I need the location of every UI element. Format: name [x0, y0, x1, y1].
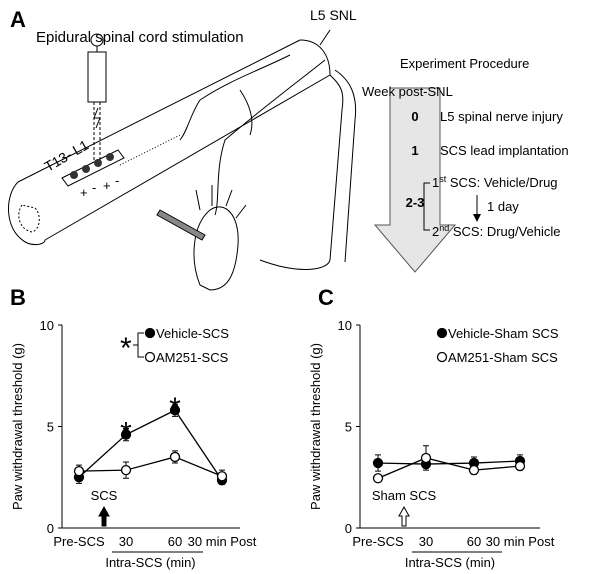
diagram-title: Epidural spinal cord stimulation	[36, 29, 244, 46]
legend-marker	[436, 327, 448, 339]
legend-marker	[144, 351, 156, 363]
stimulus-label: Sham SCS	[372, 488, 437, 503]
legend-entry: AM251-SCS	[156, 350, 229, 365]
data-point	[73, 466, 85, 477]
x-tick-label: 60	[168, 534, 182, 549]
x-tick-label: 30 min Post	[486, 534, 555, 549]
y-tick-label: 0	[345, 521, 352, 536]
series-line	[78, 409, 223, 481]
lesion-label: L5 SNL	[310, 7, 357, 23]
y-axis-label: Paw withdrawal threshold (g)	[10, 343, 25, 510]
timeline-arrow	[373, 87, 457, 273]
electrode-sign: +	[80, 185, 88, 200]
x-tick-label: Pre-SCS	[53, 534, 105, 549]
data-point	[120, 464, 132, 476]
data-point	[169, 405, 181, 416]
step-text: L5 spinal nerve injury	[440, 109, 563, 124]
y-tick-label: 5	[345, 420, 352, 435]
x-tick-label: 30 min Post	[188, 534, 257, 549]
procedure-title: Experiment Procedure	[400, 56, 529, 71]
data-point	[420, 452, 432, 464]
bracket	[423, 182, 430, 231]
x-tick-label: 30	[419, 534, 433, 549]
t: SCS: Drug/Vehicle	[449, 224, 560, 239]
legend-note: *	[120, 332, 132, 365]
legend-entry: Vehicle-SCS	[156, 326, 229, 341]
x-group-label: Intra-SCS (min)	[105, 555, 195, 570]
stimulus-arrow	[98, 505, 110, 527]
electrode-sign: +	[103, 178, 111, 193]
y-tick-label: 10	[40, 318, 54, 333]
step-text: 1st SCS: Vehicle/Drug	[432, 174, 558, 190]
y-tick-label: 10	[338, 318, 352, 333]
electrode-sign: -	[115, 173, 119, 188]
y-axis-label: Paw withdrawal threshold (g)	[308, 343, 323, 510]
procedure-axis: Week post-SNL	[362, 84, 453, 99]
legend-bracket	[133, 332, 144, 358]
x-tick-label: 60	[467, 534, 481, 549]
legend-entry: AM251-Sham SCS	[448, 350, 558, 365]
x-tick-label: Pre-SCS	[352, 534, 404, 549]
panel-letter: A	[10, 7, 26, 32]
data-point	[216, 471, 228, 482]
spinal-cord	[8, 29, 357, 270]
step-text: SCS lead implantation	[440, 143, 569, 158]
interval: 1 day	[487, 199, 519, 214]
series-line	[78, 456, 223, 477]
stimulus-arrow	[398, 505, 410, 527]
t: SCS: Vehicle/Drug	[446, 175, 557, 190]
data-point	[372, 457, 384, 469]
data-point	[372, 473, 384, 484]
data-point	[120, 429, 132, 440]
t: nd	[439, 223, 449, 233]
data-point	[468, 464, 480, 476]
step-text: 2nd SCS: Drug/Vehicle	[432, 223, 561, 239]
week: 1	[411, 143, 418, 158]
series-line	[377, 457, 521, 479]
electrode-sign: -	[92, 180, 96, 195]
t: 2	[432, 224, 439, 239]
y-tick-label: 0	[47, 521, 54, 536]
legend-entry: Vehicle-Sham SCS	[448, 326, 559, 341]
week: 2-3	[406, 195, 425, 210]
data-point	[169, 451, 181, 463]
paw	[156, 185, 247, 291]
interval-arrow-head	[473, 214, 481, 222]
stimulus-label: SCS	[91, 488, 118, 503]
data-point	[514, 460, 526, 472]
y-tick-label: 5	[47, 420, 54, 435]
legend-marker	[436, 351, 448, 363]
x-tick-label: 30	[119, 534, 133, 549]
t: 1	[432, 175, 439, 190]
significance: *	[120, 417, 132, 450]
significance: *	[169, 392, 181, 425]
x-group-label: Intra-SCS (min)	[405, 555, 495, 570]
week: 0	[411, 109, 418, 124]
t: st	[439, 174, 447, 184]
panel-letter: C	[318, 285, 334, 310]
panel-letter: B	[10, 285, 26, 310]
legend-marker	[144, 327, 156, 339]
stimulator-lead	[61, 33, 125, 187]
